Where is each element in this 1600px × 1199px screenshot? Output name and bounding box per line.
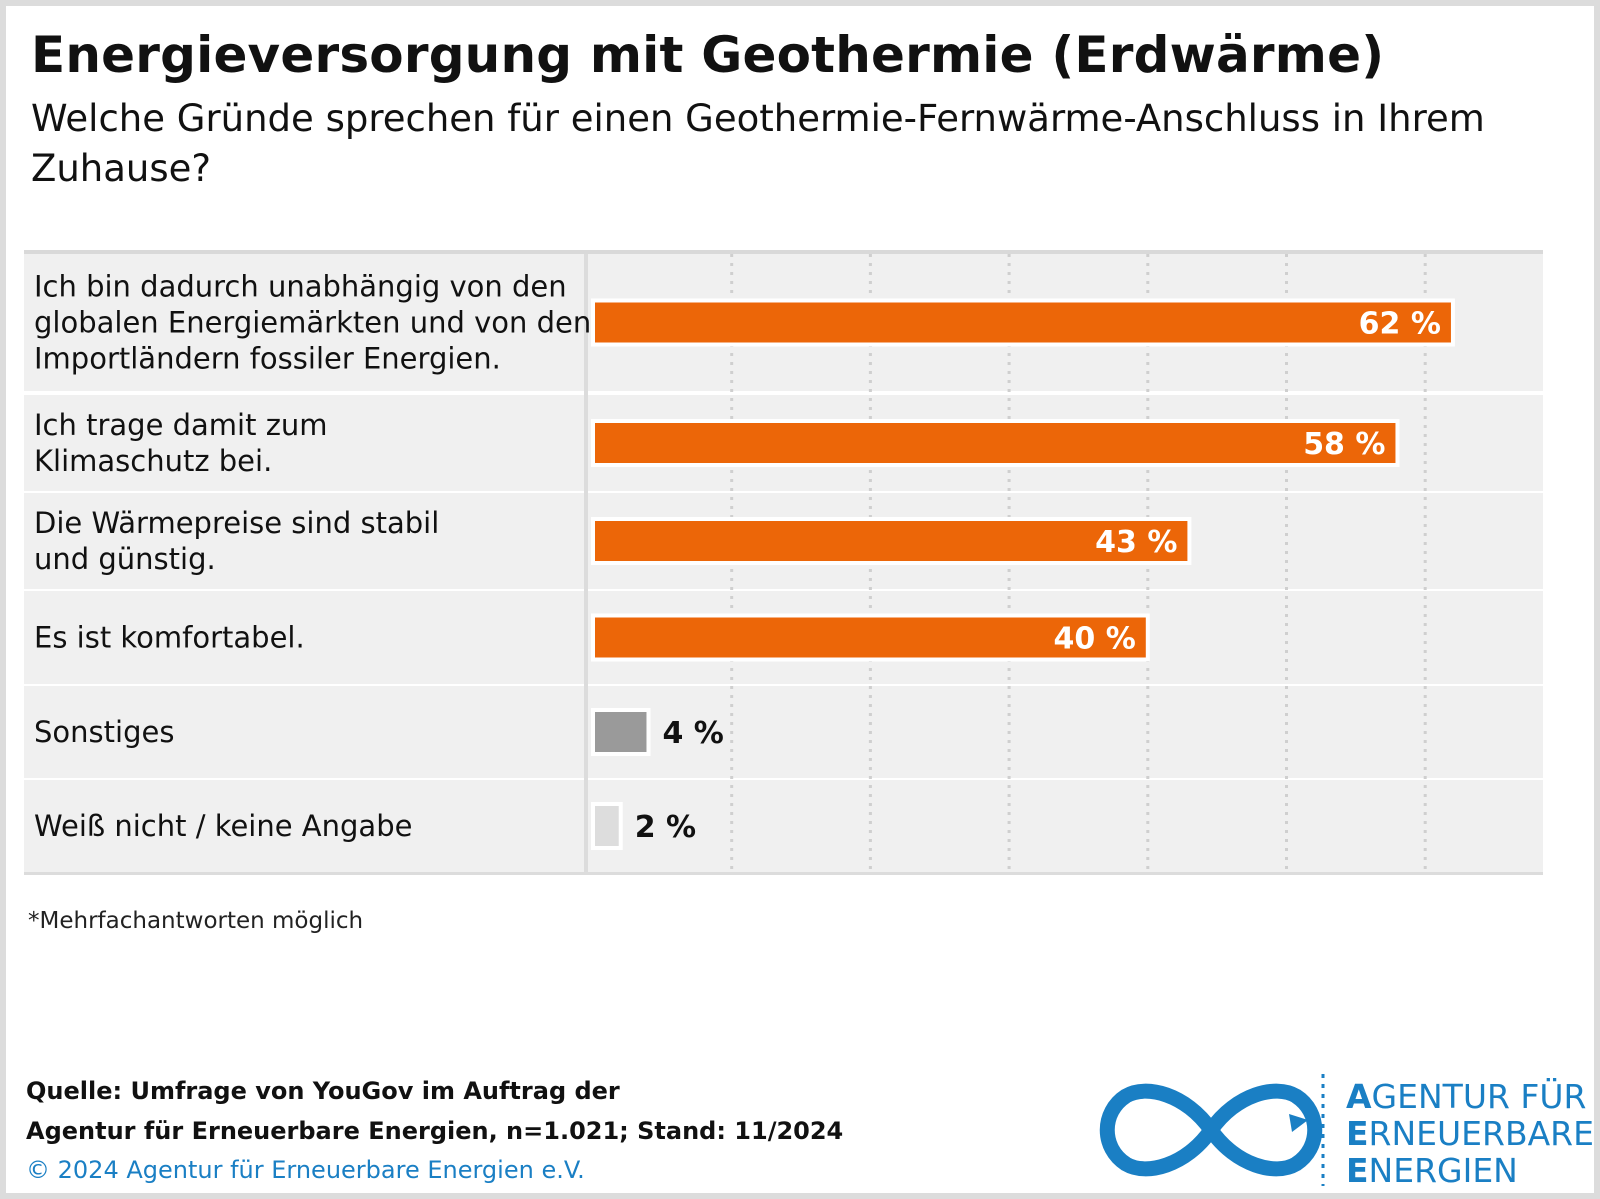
- value-label: 58 %: [1303, 427, 1385, 462]
- bar: [591, 613, 1150, 662]
- category-label: Es ist komfortabel.: [34, 621, 305, 655]
- value-label: 2 %: [635, 810, 696, 845]
- bar: [591, 517, 1192, 565]
- source-line-2: Agentur für Erneuerbare Energien, n=1.02…: [26, 1117, 844, 1145]
- bar-chart: Ich bin dadurch unabhängig von den global…: [24, 250, 1543, 875]
- bar: [591, 802, 623, 850]
- category-label: Weiß nicht / keine Angabe: [34, 809, 412, 843]
- value-label: 4 %: [662, 716, 723, 751]
- table-top-border: [24, 250, 1543, 254]
- logo-line-1: AGENTUR FÜR: [1346, 1077, 1587, 1116]
- bar: [591, 708, 651, 756]
- category-label: Ich bin dadurch unabhängig von den global…: [34, 270, 591, 376]
- bar: [591, 298, 1455, 347]
- footnote: *Mehrfachantworten möglich: [28, 908, 364, 934]
- table-bottom-border: [24, 872, 1543, 875]
- copyright: © 2024 Agentur für Erneuerbare Energien …: [26, 1156, 585, 1184]
- value-label: 62 %: [1359, 307, 1441, 342]
- source-note: Quelle: Umfrage von YouGov im Auftrag de…: [26, 1071, 843, 1151]
- chart-title: Energieversorgung mit Geothermie (Erdwär…: [31, 26, 1385, 84]
- label-divider: [584, 254, 588, 872]
- logo-line-2: ERNEUERBARE: [1346, 1114, 1594, 1153]
- value-label: 43 %: [1095, 525, 1177, 560]
- category-label: Die Wärmepreise sind stabil und günstig.: [34, 506, 439, 576]
- infinity-icon: [1099, 1074, 1325, 1186]
- logo-line-3: ENERGIEN: [1346, 1151, 1518, 1190]
- category-label: Sonstiges: [34, 715, 174, 749]
- source-line-1: Quelle: Umfrage von YouGov im Auftrag de…: [26, 1077, 620, 1105]
- category-label: Ich trage damit zum Klimaschutz bei.: [34, 408, 328, 478]
- row-background: [24, 686, 1543, 778]
- logo-wordmark: AGENTUR FÜR ERNEUERBARE ENERGIEN: [1346, 1078, 1594, 1189]
- chart-subtitle: Welche Gründe sprechen für einen Geother…: [31, 97, 1485, 190]
- bar: [591, 419, 1400, 467]
- value-label: 40 %: [1054, 622, 1136, 657]
- row-background: [24, 780, 1543, 872]
